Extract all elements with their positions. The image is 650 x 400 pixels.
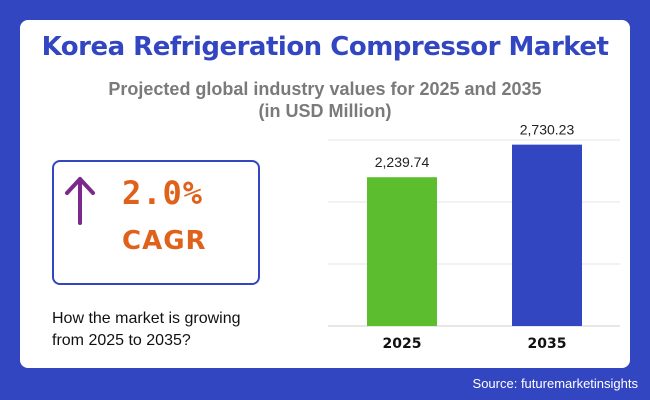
- arrow-up-icon: [65, 177, 95, 225]
- growth-question: How the market is growing from 2025 to 2…: [52, 308, 282, 352]
- cagr-label: CAGR: [122, 226, 207, 256]
- bar-2025: [367, 177, 437, 326]
- x-tick-label-2025: 2025: [383, 336, 422, 352]
- question-line-2: from 2025 to 2035?: [52, 332, 191, 349]
- bar-2035: [512, 144, 582, 326]
- subtitle-line-2: (in USD Million): [258, 101, 392, 121]
- x-tick-label-2035: 2035: [528, 336, 567, 352]
- subtitle-line-1: Projected global industry values for 202…: [108, 79, 542, 99]
- data-label-2035: 2,730.23: [520, 122, 575, 138]
- data-label-2025: 2,239.74: [375, 154, 430, 170]
- cagr-box: [52, 160, 260, 285]
- page-subtitle: Projected global industry values for 202…: [0, 78, 650, 122]
- question-line-1: How the market is growing: [52, 310, 241, 327]
- page-title: Korea Refrigeration Compressor Market: [41, 32, 609, 62]
- cagr-value: 2.0%: [122, 174, 204, 212]
- source-note: Source: futuremarketinsights: [472, 376, 638, 391]
